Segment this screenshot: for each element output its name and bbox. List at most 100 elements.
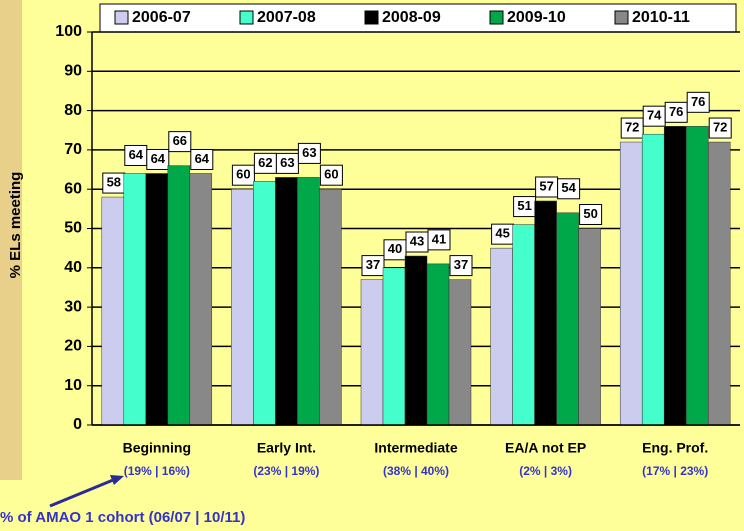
y-tick-label: 60 [64, 180, 82, 197]
legend-label: 2009-10 [507, 9, 566, 26]
bar [707, 141, 731, 426]
bar [512, 224, 535, 426]
data-label-box [557, 178, 581, 200]
data-label: 64 [151, 151, 166, 166]
x-sublabel: (17% | 23%) [642, 464, 708, 478]
data-label: 37 [454, 257, 468, 272]
x-tick-label: Eng. Prof. [642, 440, 708, 456]
data-label: 66 [173, 133, 187, 148]
bar [231, 188, 254, 426]
bar [360, 279, 384, 426]
y-axis-label: % ELs meeting [7, 172, 24, 279]
legend-swatch [239, 10, 254, 25]
bar [663, 126, 687, 426]
data-label: 40 [388, 241, 402, 256]
data-label-box [427, 229, 451, 251]
y-tick-label: 40 [64, 259, 82, 276]
data-label-box [146, 148, 170, 170]
bar [382, 267, 406, 426]
annotation-arrow [49, 476, 119, 508]
legend-label: 2007-08 [257, 9, 316, 26]
arrow-head [110, 475, 124, 485]
data-label-box [708, 117, 732, 139]
bar [426, 263, 450, 426]
bar [619, 141, 643, 426]
x-tick-label: EA/A not EP [505, 440, 586, 456]
data-label-box [231, 164, 255, 186]
y-tick-label: 70 [64, 141, 82, 158]
data-label: 58 [107, 174, 121, 189]
data-label: 63 [302, 145, 316, 160]
bar [404, 255, 428, 426]
bar [578, 228, 601, 426]
x-sublabel: (23% | 19%) [253, 464, 319, 478]
x-sublabel: (19% | 16%) [124, 464, 190, 478]
data-label-box [449, 255, 473, 277]
legend-label: 2010-11 [632, 9, 690, 26]
data-label-box [579, 204, 603, 225]
legend-swatch [489, 10, 504, 25]
data-label-box [190, 148, 214, 170]
x-tick-label: Intermediate [374, 440, 457, 456]
data-label: 64 [129, 147, 144, 162]
data-label: 60 [324, 167, 338, 182]
data-label: 41 [432, 231, 446, 246]
y-tick-label: 90 [64, 63, 82, 80]
data-label-box [620, 117, 644, 139]
data-label: 45 [495, 226, 509, 241]
bar [167, 165, 191, 426]
legend-swatch [614, 10, 629, 25]
bar [319, 188, 342, 426]
data-label: 51 [517, 198, 531, 213]
x-sublabel: (2% | 3%) [519, 464, 572, 478]
bar [123, 173, 147, 426]
y-tick-label: 30 [64, 298, 82, 315]
data-label: 63 [280, 155, 294, 170]
data-label: 76 [691, 94, 705, 109]
data-label: 54 [561, 180, 576, 195]
bar [448, 279, 472, 426]
data-label-box [297, 142, 321, 164]
legend-label: 2008-09 [382, 9, 441, 26]
annotation: % of AMAO 1 cohort (06/07 | 10/11) [0, 509, 245, 526]
data-label: 62 [258, 155, 272, 170]
data-label: 76 [669, 104, 683, 119]
y-tick-label: 0 [73, 416, 82, 433]
bar [641, 133, 665, 426]
bar [253, 181, 276, 426]
data-label: 37 [366, 257, 380, 272]
data-label-box [686, 91, 710, 113]
bar [685, 126, 709, 426]
data-label: 72 [713, 119, 727, 134]
bar [534, 200, 557, 426]
data-label-box [319, 164, 343, 186]
bar [101, 196, 125, 426]
bar [145, 173, 169, 426]
bar [297, 177, 320, 426]
y-tick-label: 100 [55, 23, 82, 40]
x-sublabel: (38% | 40%) [383, 464, 449, 478]
data-label: 60 [236, 167, 250, 182]
bar [275, 177, 298, 426]
data-label: 43 [410, 233, 424, 248]
data-label: 57 [539, 178, 553, 193]
side-strip [0, 0, 22, 480]
data-label: 64 [195, 151, 210, 166]
data-label: 72 [625, 119, 639, 134]
data-label: 50 [583, 206, 597, 221]
y-tick-label: 50 [64, 220, 82, 237]
y-tick-label: 20 [64, 338, 82, 355]
x-tick-label: Early Int. [257, 440, 316, 456]
x-tick-label: Beginning [123, 440, 191, 456]
data-label: 74 [647, 108, 662, 123]
bar [556, 212, 579, 426]
bar [189, 173, 213, 426]
y-tick-label: 10 [64, 377, 82, 394]
y-tick-label: 80 [64, 102, 82, 119]
data-label-box [168, 131, 192, 153]
legend-swatch [114, 10, 129, 25]
legend-label: 2006-07 [132, 9, 191, 26]
bar [490, 247, 513, 426]
legend-swatch [364, 10, 379, 25]
